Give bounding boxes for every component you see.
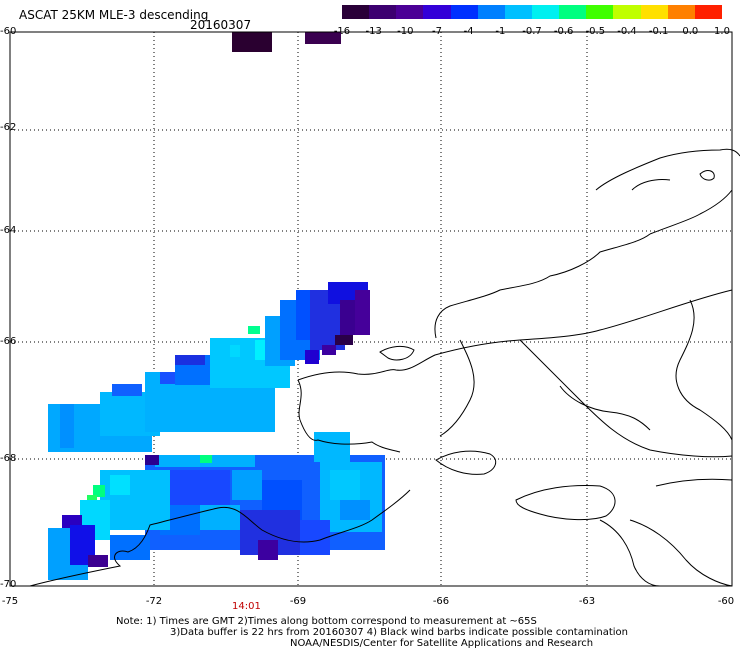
lat-label-62: -62 <box>0 122 17 133</box>
map-title: ASCAT 25KM MLE-3 descending <box>19 8 209 22</box>
lat-label-60: -60 <box>0 26 17 37</box>
lon-label-60: -60 <box>717 596 735 607</box>
time-label: 14:01 <box>232 601 261 612</box>
lon-label-72: -72 <box>145 596 163 607</box>
colorbar-segment <box>396 5 424 19</box>
colorbar-segment <box>504 5 533 19</box>
lat-label-70: -70 <box>0 579 17 590</box>
coastline <box>29 148 740 587</box>
note-line-2: 3)Data buffer is 22 hrs from 20160307 4)… <box>170 627 628 638</box>
wind-swath-top <box>232 32 341 52</box>
lat-label-64: -64 <box>0 225 17 236</box>
colorbar-segment <box>450 5 479 19</box>
wind-swath-south <box>48 432 385 580</box>
colorbar-segment <box>369 5 397 19</box>
colorbar-segment <box>559 5 587 19</box>
colorbar-segment <box>613 5 642 19</box>
lon-label-63: -63 <box>578 596 596 607</box>
lon-label-66: -66 <box>432 596 450 607</box>
lat-label-68: -68 <box>0 453 17 464</box>
wind-swath-north <box>48 282 370 452</box>
colorbar-segment <box>423 5 452 19</box>
colorbar-segment <box>640 5 669 19</box>
colorbar-segment <box>586 5 614 19</box>
colorbar-segment <box>532 5 560 19</box>
lon-label-75: -75 <box>1 596 19 607</box>
colorbar-segment <box>694 5 723 19</box>
lon-label-69: -69 <box>289 596 307 607</box>
note-line-3: NOAA/NESDIS/Center for Satellite Applica… <box>290 638 594 649</box>
colorbar-segment <box>342 5 370 19</box>
map-frame <box>9 31 733 587</box>
note-line-1: Note: 1) Times are GMT 2)Times along bot… <box>116 616 537 627</box>
map-date: 20160307 <box>190 18 252 32</box>
lat-label-66: -66 <box>0 336 17 347</box>
grid-lines <box>10 32 732 586</box>
colorbar-segment <box>667 5 696 19</box>
colorbar-segment <box>477 5 506 19</box>
